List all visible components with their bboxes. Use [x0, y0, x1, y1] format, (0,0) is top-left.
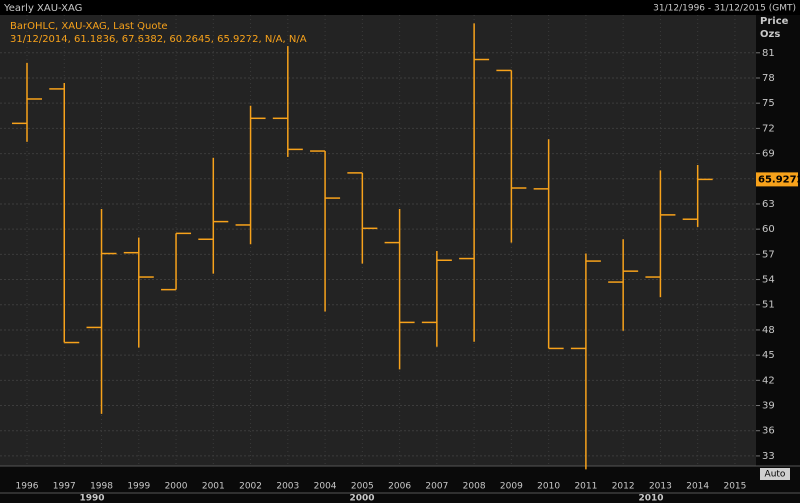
x-tick-label: 2003 [276, 482, 299, 492]
x-tick-label: 2001 [202, 482, 225, 492]
x-tick-label: 2013 [649, 482, 672, 492]
x-tick-label: 2012 [612, 482, 635, 492]
x-tick-label: 2002 [239, 482, 262, 492]
x-tick-label: 2006 [388, 482, 411, 492]
x-tick-label: 2005 [351, 482, 374, 492]
legend-line: BarOHLC, XAU-XAG, Last Quote [10, 21, 168, 32]
header-title: Yearly XAU-XAG [3, 3, 82, 14]
x-tick-label: 2011 [574, 482, 597, 492]
x-tick-label: 1996 [16, 482, 39, 492]
y-tick-label: 72 [762, 123, 775, 134]
y-tick-label: 75 [762, 98, 775, 109]
x-tick-label: 1997 [53, 482, 76, 492]
x-tick-label: 2000 [165, 482, 188, 492]
y-tick-label: 81 [762, 48, 775, 59]
header-range: 31/12/1996 - 31/12/2015 (GMT) [653, 4, 796, 14]
x-tick-label: 1998 [90, 482, 113, 492]
y-tick-label: 60 [762, 224, 775, 235]
y-tick-label: 33 [762, 451, 775, 462]
last-price-box [756, 172, 798, 187]
x-group-label: 2000 [349, 494, 374, 503]
y-tick-label: 63 [762, 199, 775, 210]
y-tick-label: 51 [762, 300, 775, 311]
last-price-label: 65.9272 [758, 174, 800, 185]
y-tick-label: 45 [762, 350, 775, 361]
x-tick-label: 2015 [723, 482, 746, 492]
y-axis-title: Ozs [760, 29, 780, 40]
y-tick-label: 42 [762, 375, 775, 386]
y-tick-label: 78 [762, 73, 775, 84]
legend-line: 31/12/2014, 61.1836, 67.6382, 60.2645, 6… [10, 34, 307, 45]
y-tick-label: 48 [762, 325, 775, 336]
y-axis-title: Price [760, 16, 789, 27]
y-tick-label: 39 [762, 401, 775, 412]
x-tick-label: 2014 [686, 482, 709, 492]
x-tick-label: 1999 [127, 482, 150, 492]
y-tick-label: 69 [762, 149, 775, 160]
auto-button[interactable] [760, 468, 790, 480]
x-group-label: 1990 [79, 494, 104, 503]
y-tick-label: 36 [762, 426, 775, 437]
plot-area [0, 15, 756, 466]
x-tick-label: 2010 [537, 482, 560, 492]
x-tick-label: 2007 [425, 482, 448, 492]
auto-button-label[interactable]: Auto [765, 470, 786, 480]
y-tick-label: 57 [762, 249, 775, 260]
x-group-label: 2010 [638, 494, 663, 503]
y-tick-label: 54 [762, 275, 775, 286]
x-tick-label: 2008 [463, 482, 486, 492]
header-bar [0, 0, 800, 15]
x-tick-label: 2009 [500, 482, 523, 492]
x-tick-label: 2004 [314, 482, 337, 492]
